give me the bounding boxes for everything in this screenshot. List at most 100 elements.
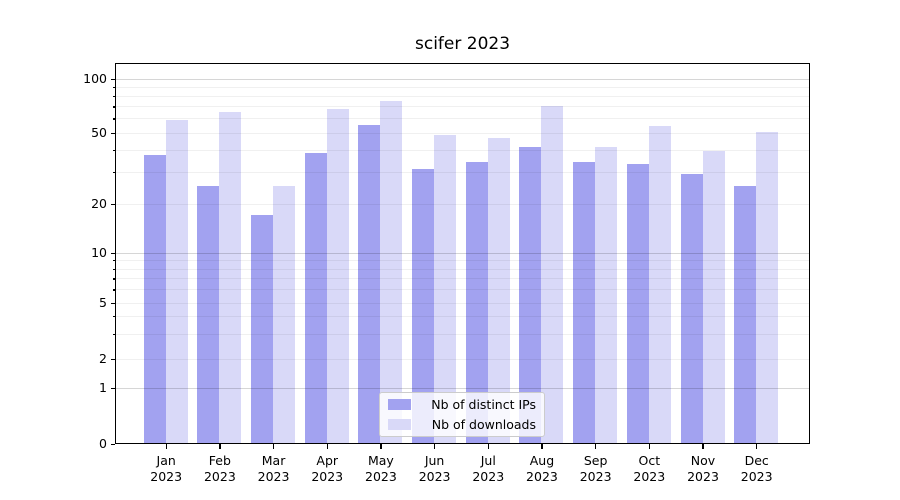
y-tick-label: 100 bbox=[83, 71, 107, 86]
y-tick-mark bbox=[110, 443, 115, 445]
y-tick-mark bbox=[110, 203, 115, 205]
x-tick-mark bbox=[702, 444, 704, 449]
x-tick-mark bbox=[541, 444, 543, 449]
y-minor-tick-mark bbox=[112, 289, 115, 291]
bar-distinct-ips bbox=[573, 161, 596, 443]
y-tick-label: 1 bbox=[99, 380, 107, 395]
y-tick-label: 0 bbox=[99, 436, 107, 451]
x-tick-label: Feb 2023 bbox=[203, 453, 236, 484]
legend-entry: Nb of distinct IPs bbox=[388, 397, 536, 412]
gridline-minor bbox=[116, 358, 809, 360]
x-tick-mark bbox=[380, 444, 382, 449]
y-tick-label: 2 bbox=[99, 351, 107, 366]
bar-distinct-ips bbox=[465, 161, 488, 443]
x-tick-mark bbox=[487, 444, 489, 449]
bar-distinct-ips bbox=[680, 174, 703, 443]
legend-swatch-downloads bbox=[388, 419, 411, 430]
x-tick-label: Oct 2023 bbox=[633, 453, 666, 484]
bar-distinct-ips bbox=[304, 153, 327, 443]
y-minor-tick-mark bbox=[112, 172, 115, 174]
legend-entry: Nb of downloads bbox=[388, 417, 536, 432]
y-minor-tick-mark bbox=[112, 333, 115, 336]
bar-distinct-ips bbox=[143, 155, 166, 443]
y-tick-label: 50 bbox=[91, 125, 107, 140]
y-minor-tick-mark bbox=[112, 316, 115, 318]
gridline-minor bbox=[116, 132, 809, 134]
gridline-major bbox=[116, 78, 809, 80]
gridline-minor bbox=[116, 260, 809, 262]
gridline-minor bbox=[116, 268, 809, 270]
legend-label: Nb of distinct IPs bbox=[431, 397, 536, 412]
bar-distinct-ips bbox=[358, 124, 381, 443]
legend: Nb of distinct IPs Nb of downloads bbox=[379, 392, 545, 437]
bar-distinct-ips bbox=[251, 214, 274, 443]
y-minor-tick-mark bbox=[112, 278, 115, 280]
bar-downloads bbox=[487, 138, 510, 443]
bar-downloads bbox=[380, 101, 403, 443]
gridline-minor bbox=[116, 118, 809, 120]
bar-distinct-ips bbox=[412, 169, 435, 443]
x-tick-mark bbox=[219, 444, 221, 449]
x-tick-mark bbox=[594, 444, 597, 449]
bar-downloads bbox=[756, 132, 779, 443]
chart-title: scifer 2023 bbox=[414, 34, 511, 54]
bar-downloads bbox=[219, 111, 242, 443]
y-tick-mark bbox=[110, 302, 115, 304]
y-tick-mark bbox=[110, 78, 115, 80]
bar-downloads bbox=[541, 105, 564, 443]
x-tick-label: Jun 2023 bbox=[418, 453, 451, 484]
x-tick-label: Mar 2023 bbox=[257, 453, 290, 484]
bar-distinct-ips bbox=[626, 164, 649, 443]
x-tick-label: Aug 2023 bbox=[526, 453, 558, 484]
y-minor-tick-mark bbox=[112, 106, 115, 108]
x-tick-mark bbox=[648, 444, 650, 449]
x-tick-mark bbox=[433, 444, 436, 449]
x-tick-label: Jan 2023 bbox=[150, 453, 183, 484]
x-tick-mark bbox=[165, 444, 167, 449]
x-tick-mark bbox=[326, 444, 328, 449]
y-tick-mark bbox=[110, 252, 115, 254]
gridline-minor bbox=[116, 86, 809, 88]
gridline-minor bbox=[116, 95, 809, 97]
gridline-minor bbox=[116, 203, 809, 205]
gridline-minor bbox=[116, 333, 809, 335]
bar-downloads bbox=[434, 135, 457, 443]
y-tick-mark bbox=[110, 387, 115, 389]
gridline-minor bbox=[116, 172, 809, 174]
bar-downloads bbox=[326, 109, 349, 443]
bar-downloads bbox=[648, 126, 671, 443]
gridline-minor bbox=[116, 316, 809, 318]
bar-downloads bbox=[702, 151, 725, 443]
x-tick-label: Dec 2023 bbox=[740, 453, 773, 484]
gridline-major bbox=[116, 387, 809, 389]
gridline-minor bbox=[116, 149, 809, 151]
x-tick-label: May 2023 bbox=[365, 453, 397, 484]
y-minor-tick-mark bbox=[112, 95, 115, 98]
y-minor-tick-mark bbox=[112, 260, 115, 262]
y-minor-tick-mark bbox=[112, 268, 115, 270]
bar-distinct-ips bbox=[734, 185, 757, 443]
bar-downloads bbox=[165, 120, 188, 443]
bar-distinct-ips bbox=[197, 185, 220, 443]
gridline-minor bbox=[116, 106, 809, 108]
x-tick-label: Nov 2023 bbox=[687, 453, 719, 484]
x-tick-mark bbox=[756, 444, 758, 449]
bar-downloads bbox=[595, 147, 618, 443]
legend-swatch-distinct-ips bbox=[388, 399, 411, 410]
y-minor-tick-mark bbox=[112, 149, 115, 152]
gridline-minor bbox=[116, 302, 809, 304]
gridline-minor bbox=[116, 289, 809, 291]
bar-distinct-ips bbox=[519, 147, 542, 443]
y-tick-mark bbox=[110, 132, 115, 134]
y-tick-label: 5 bbox=[99, 295, 107, 310]
x-tick-label: Sep 2023 bbox=[579, 453, 612, 484]
y-tick-label: 10 bbox=[91, 245, 107, 260]
y-minor-tick-mark bbox=[112, 118, 115, 120]
bar-downloads bbox=[273, 185, 296, 443]
gridline-minor bbox=[116, 278, 809, 280]
plot-area: Nb of distinct IPs Nb of downloads bbox=[115, 63, 810, 444]
x-tick-mark bbox=[272, 444, 275, 449]
x-tick-label: Apr 2023 bbox=[311, 453, 344, 484]
gridline-major bbox=[116, 252, 809, 254]
